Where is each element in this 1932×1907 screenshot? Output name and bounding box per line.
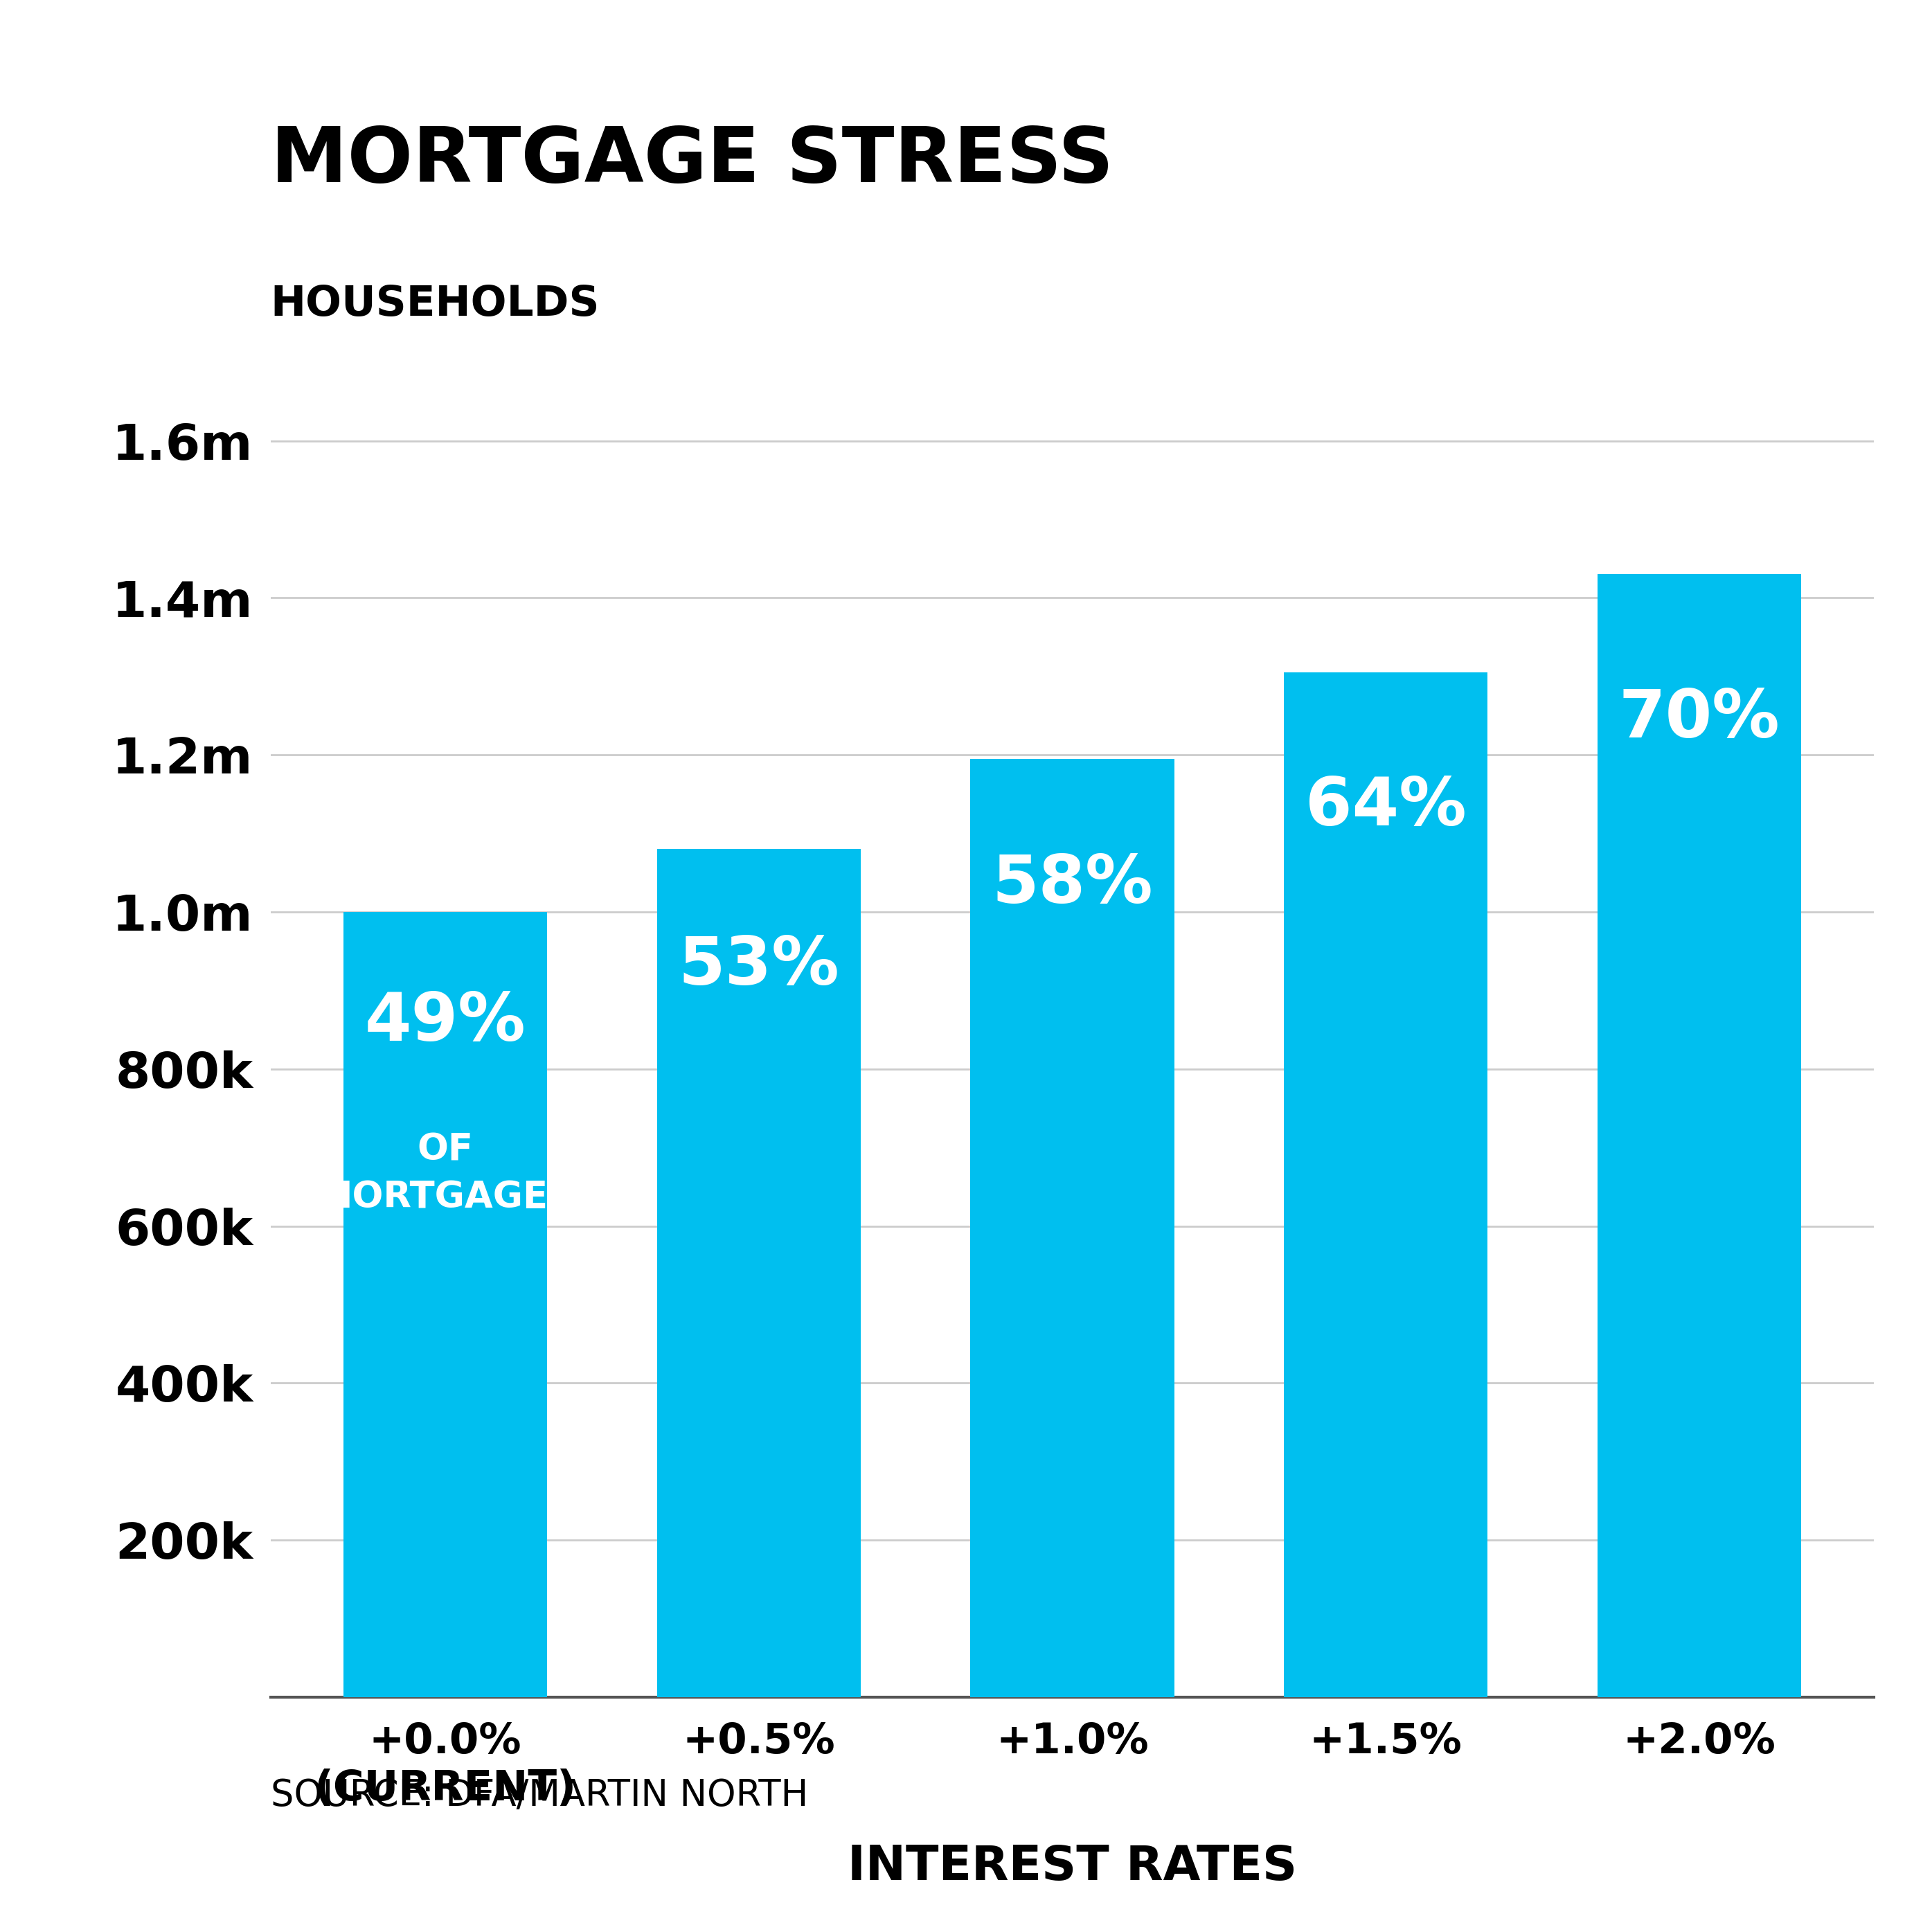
Bar (344, 912, 547, 1697)
Text: 70%: 70% (1619, 687, 1779, 751)
Bar (1285, 673, 1488, 1697)
Text: 64%: 64% (1306, 774, 1466, 839)
Bar (657, 849, 860, 1697)
Text: 49%: 49% (365, 990, 526, 1055)
Text: 53%: 53% (678, 934, 838, 999)
Text: HOUSEHOLDS: HOUSEHOLDS (270, 284, 599, 324)
Bar (970, 759, 1175, 1697)
Text: MORTGAGE STRESS: MORTGAGE STRESS (270, 124, 1113, 198)
Bar (1598, 574, 1801, 1697)
Text: OF
MORTGAGES: OF MORTGAGES (317, 1133, 574, 1215)
Text: SOURCE: DFA/MARTIN NORTH: SOURCE: DFA/MARTIN NORTH (270, 1777, 808, 1814)
Text: 58%: 58% (991, 852, 1153, 917)
X-axis label: INTEREST RATES: INTEREST RATES (848, 1842, 1296, 1890)
